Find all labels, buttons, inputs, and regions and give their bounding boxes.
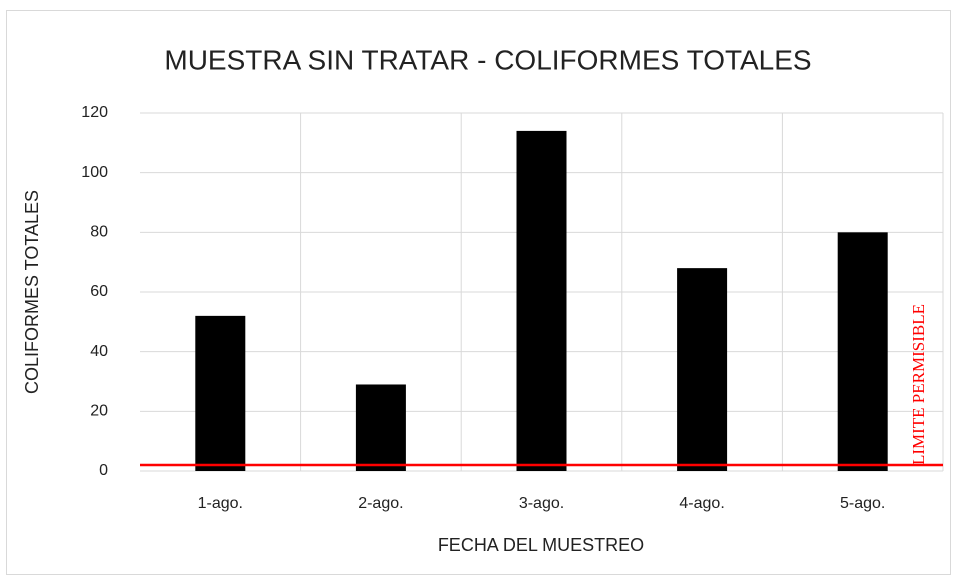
- y-tick-label: 60: [90, 283, 108, 300]
- y-axis-label: COLIFORMES TOTALES: [22, 190, 42, 394]
- x-axis-label: FECHA DEL MUESTREO: [438, 535, 644, 555]
- y-tick-label: 120: [81, 104, 108, 121]
- x-tick-label: 1-ago.: [198, 495, 243, 512]
- y-tick-label: 0: [99, 462, 108, 479]
- y-tick-label: 40: [90, 343, 108, 360]
- bar: [837, 232, 888, 471]
- bar: [677, 268, 728, 471]
- y-tick-label: 100: [81, 164, 108, 181]
- limit-label: LIMITE PERMISIBLE: [909, 304, 928, 465]
- bar: [195, 315, 246, 471]
- x-tick-label: 2-ago.: [358, 495, 403, 512]
- bar: [516, 130, 567, 471]
- bar: [355, 384, 406, 471]
- x-tick-label: 4-ago.: [679, 495, 724, 512]
- x-tick-label: 5-ago.: [840, 495, 885, 512]
- x-tick-label: 3-ago.: [519, 495, 564, 512]
- chart-title: MUESTRA SIN TRATAR - COLIFORMES TOTALES: [164, 44, 811, 75]
- y-tick-label: 80: [90, 224, 108, 241]
- y-tick-label: 20: [90, 403, 108, 420]
